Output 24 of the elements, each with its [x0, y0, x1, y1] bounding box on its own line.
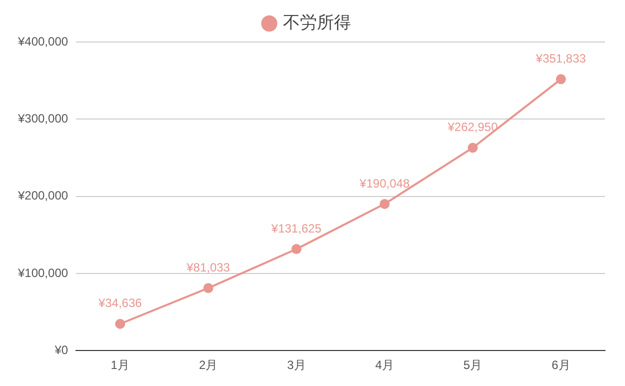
point — [380, 198, 390, 209]
data-label: ¥34,636 — [97, 296, 142, 310]
x-tick-label: 4月 — [375, 358, 394, 372]
x-tick-label: 6月 — [552, 358, 570, 372]
y-tick-label: ¥0 — [54, 342, 68, 357]
y-tick-label: ¥100,000 — [16, 266, 68, 280]
x-tick-label: 3月 — [287, 358, 306, 372]
x-tick-label: 2月 — [198, 358, 218, 372]
point — [203, 283, 214, 294]
data-label: ¥351,833 — [534, 51, 586, 66]
point — [468, 142, 478, 153]
y-tick-label: ¥200,000 — [16, 188, 68, 203]
data-label: ¥81,033 — [186, 260, 230, 274]
legend-label: 不労所得 — [282, 13, 351, 32]
point — [115, 318, 126, 329]
x-tick-label: 5月 — [463, 358, 482, 372]
data-label: ¥131,625 — [270, 221, 322, 236]
data-label: ¥262,950 — [446, 120, 498, 134]
point — [291, 244, 302, 254]
y-tick-label: ¥300,000 — [16, 111, 68, 126]
x-tick-label: 1月 — [110, 358, 130, 372]
point — [556, 74, 566, 84]
y-tick-label: ¥400,000 — [16, 34, 68, 48]
data-label: ¥190,048 — [358, 176, 410, 190]
